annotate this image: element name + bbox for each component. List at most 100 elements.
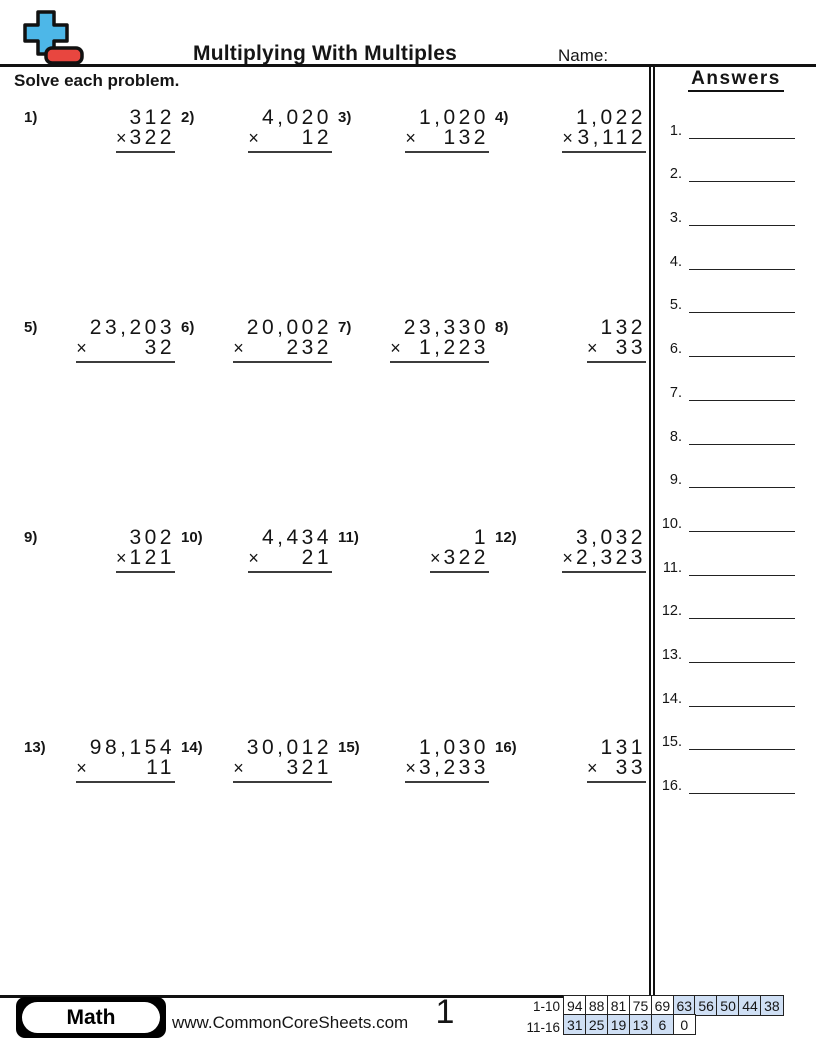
times-sign: × xyxy=(248,548,259,568)
score-cell: 50 xyxy=(716,995,740,1016)
problem-work: 1,020 × 132 xyxy=(405,106,489,153)
problem-4: 4) 1,022 × 3,112 xyxy=(495,107,652,318)
multiplicand: 1 xyxy=(473,526,489,549)
answer-row-13: 13. xyxy=(656,619,816,663)
answer-number: 11. xyxy=(662,559,682,576)
multiplier: 322 xyxy=(129,126,175,149)
score-cell: 25 xyxy=(584,1014,609,1036)
multiplicand: 4,434 xyxy=(261,526,332,549)
problem-8: 8) 132 × 33 xyxy=(495,316,652,528)
score-range-label-1: 1-10 xyxy=(532,999,560,1014)
answer-blank-line xyxy=(689,788,795,794)
multiplier: 232 xyxy=(286,336,332,359)
answer-blank-line xyxy=(689,351,795,358)
answer-row-5: 5. xyxy=(656,270,816,314)
problem-13: 13) 98,154 × 11 xyxy=(24,736,181,948)
multiplier: 21 xyxy=(301,546,332,569)
answer-number: 10. xyxy=(661,515,682,532)
answer-number: 14. xyxy=(661,690,682,707)
problem-work: 1,022 × 3,112 xyxy=(562,107,646,153)
problem-work: 132 × 33 xyxy=(586,316,646,363)
times-sign: × xyxy=(390,338,401,358)
multiplicand: 1,020 xyxy=(418,106,489,129)
problem-work: 4,434 × 21 xyxy=(248,526,332,573)
problem-work: 1 × 322 xyxy=(429,526,489,573)
answer-blank-line xyxy=(689,395,795,401)
problem-work: 4,020 × 12 xyxy=(248,106,332,153)
score-cell: 81 xyxy=(606,995,631,1016)
problem-number: 4) xyxy=(495,109,509,126)
answer-row-10: 10. xyxy=(656,488,816,532)
multiplicand: 132 xyxy=(600,316,646,339)
page-number: 1 xyxy=(435,993,455,1031)
multiplicand: 131 xyxy=(600,736,646,759)
answer-row-11: 11. xyxy=(656,532,816,576)
multiplicand: 23,330 xyxy=(403,316,489,339)
times-sign: × xyxy=(405,128,416,148)
problem-number: 16) xyxy=(495,739,517,756)
problem-number: 1) xyxy=(24,109,38,126)
multiplier: 2,323 xyxy=(575,546,646,569)
multiplier: 121 xyxy=(129,546,175,569)
problem-work: 20,002 × 232 xyxy=(233,317,332,363)
answer-row-2: 2. xyxy=(656,139,816,183)
multiplier: 322 xyxy=(443,546,489,569)
times-sign: × xyxy=(76,758,87,778)
answer-blank-line xyxy=(689,744,795,751)
problem-number: 9) xyxy=(24,529,38,546)
multiplicand: 23,203 xyxy=(89,316,175,339)
answer-number: 7. xyxy=(669,384,682,401)
answer-row-7: 7. xyxy=(656,357,816,401)
answer-row-8: 8. xyxy=(656,401,816,445)
multiplicand: 4,020 xyxy=(261,106,332,129)
name-label: Name: xyxy=(558,46,609,65)
answer-blank-line xyxy=(689,482,795,489)
answer-blank-line xyxy=(689,570,795,576)
multiplicand: 302 xyxy=(129,526,175,549)
problem-10: 10) 4,434 × 21 xyxy=(181,526,338,738)
answer-number: 3. xyxy=(669,210,682,227)
answer-blank-line xyxy=(689,526,795,532)
footer-divider xyxy=(0,995,564,998)
problem-7: 7) 23,330 × 1,223 xyxy=(338,316,495,528)
times-sign: × xyxy=(405,758,416,778)
times-sign: × xyxy=(586,338,598,358)
answer-blank-line xyxy=(689,701,795,707)
header-divider xyxy=(0,64,816,67)
grading-scale-row-1: 94 88 81 75 69 63 56 50 44 38 xyxy=(563,995,784,1016)
answer-blank-line xyxy=(689,264,795,270)
problem-12: 12) 3,032 × 2,323 xyxy=(495,527,652,738)
times-sign: × xyxy=(115,128,127,148)
multiplicand: 30,012 xyxy=(246,736,332,759)
problem-work: 1,030 × 3,233 xyxy=(405,737,489,783)
instruction-text: Solve each problem. xyxy=(14,71,180,90)
answer-blank-line xyxy=(689,613,795,620)
score-cell: 44 xyxy=(738,995,762,1016)
problem-work: 131 × 33 xyxy=(586,736,646,783)
problem-work: 302 × 121 xyxy=(115,526,175,573)
problems-grid: 1) 312 × 322 2) 4,020 × 12 3) 1,020 × 13… xyxy=(24,106,652,948)
score-cell: 56 xyxy=(694,995,718,1016)
problem-11: 11) 1 × 322 xyxy=(338,526,495,738)
answer-row-12: 12. xyxy=(656,576,816,620)
answer-row-9: 9. xyxy=(656,445,816,489)
answer-blank-line xyxy=(689,657,795,663)
problem-number: 12) xyxy=(495,529,517,546)
answer-row-16: 16. xyxy=(656,750,816,794)
answer-number: 16. xyxy=(661,778,682,794)
page-title: Multiplying With Multiples xyxy=(193,42,457,65)
problem-2: 2) 4,020 × 12 xyxy=(181,106,338,318)
multiplicand: 98,154 xyxy=(89,736,175,759)
minus-icon xyxy=(44,46,84,65)
score-cell: 31 xyxy=(563,1014,587,1036)
grading-scale-row-2: 31 25 19 13 6 0 xyxy=(563,1014,784,1036)
problem-5: 5) 23,203 × 32 xyxy=(24,316,181,528)
answer-number: 2. xyxy=(669,166,682,183)
problem-number: 10) xyxy=(181,529,203,546)
answers-header: Answers xyxy=(656,68,816,92)
problem-1: 1) 312 × 322 xyxy=(24,107,181,318)
problem-number: 7) xyxy=(338,319,352,336)
times-sign: × xyxy=(562,548,573,568)
times-sign: × xyxy=(429,548,441,568)
problem-number: 3) xyxy=(338,109,352,126)
